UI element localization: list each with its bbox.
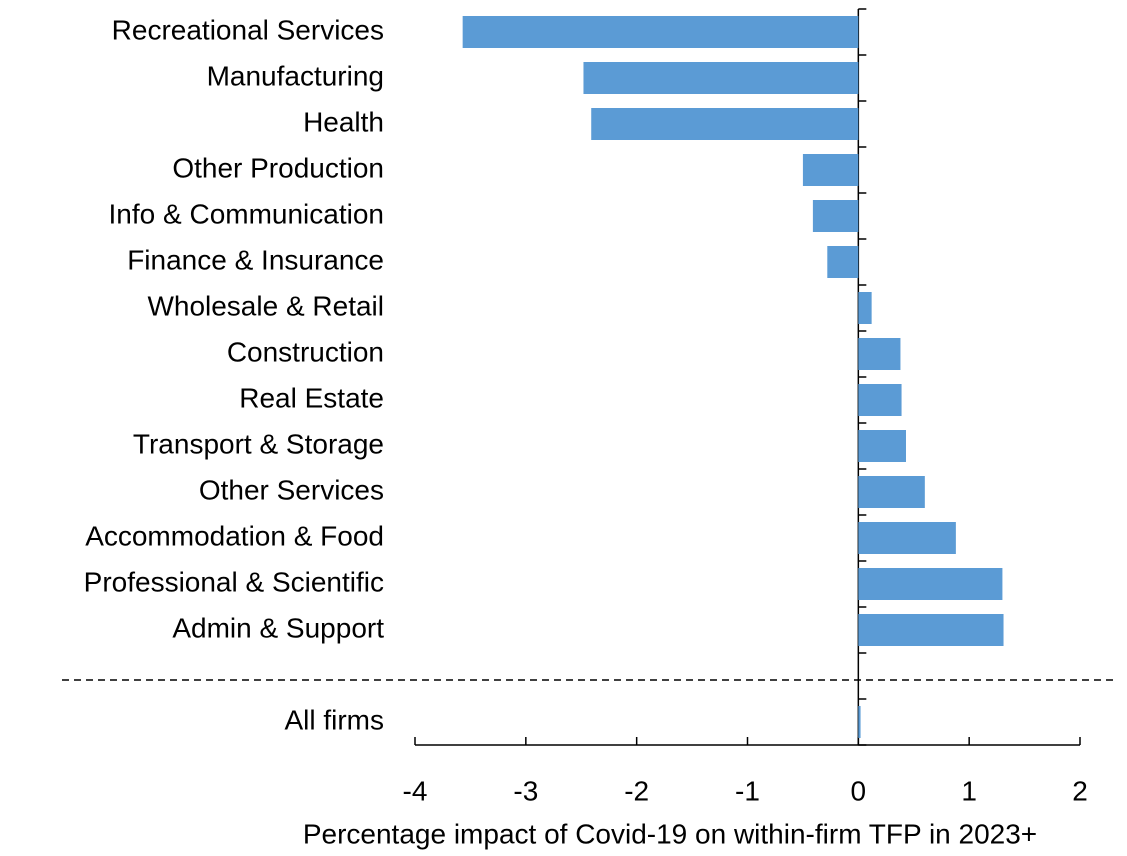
- y-tick-label: All firms: [284, 704, 384, 735]
- y-tick-label: Wholesale & Retail: [147, 290, 384, 321]
- bar: [858, 338, 901, 370]
- x-tick-label: -2: [624, 775, 649, 806]
- bar: [591, 108, 859, 140]
- y-tick-label: Accommodation & Food: [85, 520, 384, 551]
- bar: [858, 476, 925, 508]
- bar: [858, 430, 906, 462]
- x-axis-label: Percentage impact of Covid-19 on within-…: [303, 818, 1037, 849]
- y-tick-label: Admin & Support: [172, 612, 384, 643]
- bar: [858, 614, 1004, 646]
- y-tick-label: Recreational Services: [112, 14, 384, 45]
- bar: [858, 292, 872, 324]
- x-tick-label: -3: [513, 775, 538, 806]
- x-tick-label: -4: [403, 775, 428, 806]
- bar: [858, 706, 861, 738]
- bar: [462, 16, 859, 48]
- bar: [812, 200, 859, 232]
- x-tick-label: -1: [735, 775, 760, 806]
- y-tick-label: Health: [303, 106, 384, 137]
- bar: [858, 522, 956, 554]
- x-tick-label: 1: [961, 775, 977, 806]
- x-tick-label: 2: [1072, 775, 1088, 806]
- y-tick-label: Construction: [227, 336, 384, 367]
- y-tick-label: Finance & Insurance: [127, 244, 384, 275]
- y-tick-label: Other Services: [199, 474, 384, 505]
- y-tick-label: Professional & Scientific: [84, 566, 384, 597]
- y-tick-label: Other Production: [172, 152, 384, 183]
- bar: [827, 246, 859, 278]
- bar: [858, 568, 1003, 600]
- y-tick-label: Manufacturing: [207, 60, 384, 91]
- y-tick-label: Info & Communication: [109, 198, 384, 229]
- bar: [858, 384, 902, 416]
- y-tick-label: Real Estate: [239, 382, 384, 413]
- bar: [802, 154, 859, 186]
- bar: [583, 62, 859, 94]
- y-tick-label: Transport & Storage: [133, 428, 384, 459]
- x-tick-label: 0: [851, 775, 867, 806]
